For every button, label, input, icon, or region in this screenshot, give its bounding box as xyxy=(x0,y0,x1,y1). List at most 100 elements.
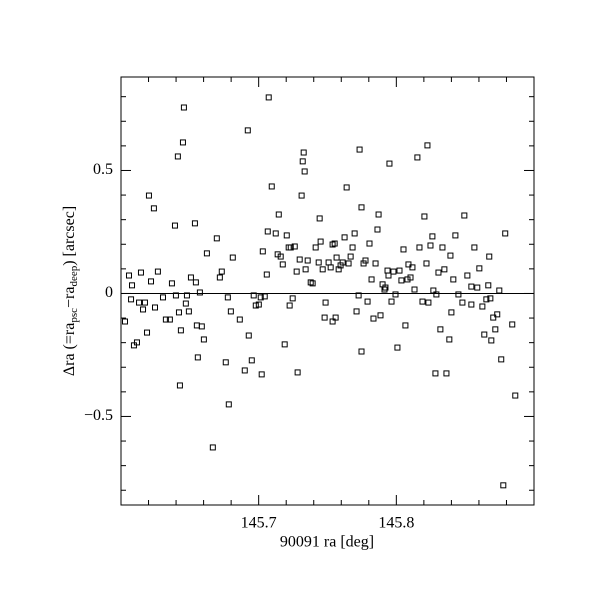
point xyxy=(424,142,431,149)
point xyxy=(261,293,268,300)
point xyxy=(224,294,231,301)
y-label-part: Δra (=ra xyxy=(61,323,78,377)
point xyxy=(452,232,459,239)
point xyxy=(166,316,173,323)
y-label-part: −ra xyxy=(61,287,78,308)
point xyxy=(468,283,475,290)
point xyxy=(468,301,475,308)
point xyxy=(498,356,505,363)
point xyxy=(307,279,314,286)
point xyxy=(390,268,397,275)
point xyxy=(355,292,362,299)
point xyxy=(168,280,175,287)
point xyxy=(333,254,340,261)
y-axis-label: Δra (=rapsc−radeep) [arcsec] xyxy=(61,206,80,376)
point xyxy=(293,268,300,275)
y-tick-label: −0.5 xyxy=(84,407,113,424)
point xyxy=(483,296,490,303)
y-label-part: ) [arcsec] xyxy=(61,206,78,266)
point xyxy=(471,244,478,251)
point xyxy=(176,382,183,389)
point xyxy=(193,322,200,329)
point xyxy=(464,272,471,279)
point xyxy=(236,316,243,323)
y-label-sub: deep xyxy=(68,265,80,286)
point xyxy=(148,278,155,285)
point xyxy=(447,252,454,259)
point xyxy=(321,314,328,321)
point xyxy=(441,266,448,273)
point xyxy=(180,104,187,111)
point xyxy=(299,158,306,165)
point xyxy=(382,284,389,291)
point xyxy=(400,246,407,253)
point xyxy=(172,292,179,299)
point xyxy=(494,311,501,318)
point xyxy=(216,274,223,281)
point xyxy=(411,286,418,293)
point xyxy=(396,267,403,274)
point xyxy=(272,230,279,237)
point xyxy=(331,240,338,247)
point xyxy=(327,264,334,271)
point xyxy=(159,294,166,301)
point xyxy=(316,215,323,222)
point xyxy=(485,282,492,289)
point xyxy=(281,341,288,348)
point xyxy=(512,392,519,399)
point xyxy=(209,444,216,451)
point xyxy=(319,266,326,273)
point xyxy=(177,327,184,334)
point xyxy=(185,308,192,315)
point xyxy=(300,149,307,156)
point xyxy=(241,367,248,374)
point xyxy=(427,242,434,249)
point xyxy=(496,287,503,294)
point xyxy=(296,256,303,263)
point xyxy=(509,321,516,328)
point xyxy=(443,370,450,377)
point xyxy=(430,287,437,294)
point xyxy=(213,235,220,242)
point xyxy=(129,282,136,289)
point xyxy=(255,301,262,308)
point xyxy=(287,244,294,251)
point xyxy=(479,303,486,310)
point xyxy=(302,266,309,273)
point xyxy=(370,315,377,322)
point xyxy=(488,337,495,344)
point xyxy=(145,192,152,199)
point xyxy=(343,184,350,191)
point xyxy=(375,211,382,218)
point xyxy=(349,244,356,251)
point xyxy=(121,318,128,325)
point xyxy=(429,233,436,240)
point xyxy=(259,248,266,255)
point xyxy=(377,312,384,319)
point xyxy=(502,230,509,237)
point xyxy=(433,291,440,298)
point xyxy=(179,139,186,146)
point xyxy=(381,286,388,293)
point xyxy=(152,304,159,311)
point xyxy=(265,94,272,101)
point xyxy=(192,279,199,286)
point xyxy=(137,269,144,276)
point xyxy=(492,326,499,333)
point xyxy=(245,332,252,339)
point xyxy=(198,323,205,330)
point xyxy=(374,226,381,233)
x-tick-label: 145.7 xyxy=(241,515,277,532)
point xyxy=(140,306,147,313)
point xyxy=(384,267,391,274)
point xyxy=(191,220,198,227)
x-axis-label: 90091 ra [deg] xyxy=(280,534,374,551)
point xyxy=(277,253,284,260)
point xyxy=(388,298,395,305)
point xyxy=(125,272,132,279)
point xyxy=(419,298,426,305)
point xyxy=(421,213,428,220)
point xyxy=(459,299,466,306)
point xyxy=(329,318,336,325)
